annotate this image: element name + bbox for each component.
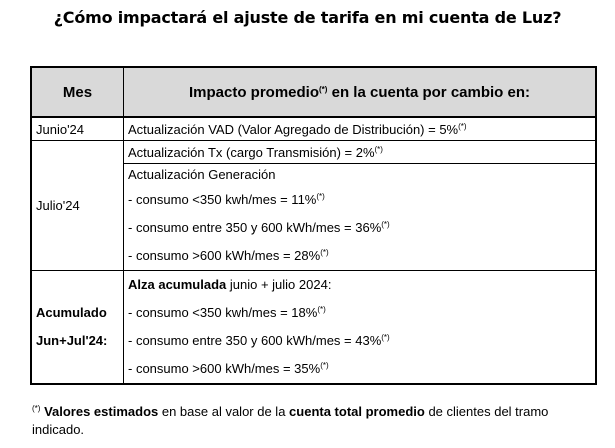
footnote-bold-1: Valores estimados: [40, 404, 159, 419]
header-footnote-marker: (*): [319, 84, 328, 94]
junio-vad-text: Actualización VAD (Valor Agregado de Dis…: [123, 116, 597, 141]
mes-julio: Julio'24: [30, 140, 124, 271]
list-item: - consumo >600 kWh/mes = 28%(*): [128, 242, 594, 270]
list-item: - consumo entre 350 y 600 kWh/mes = 36%(…: [128, 214, 594, 242]
acumulado-cell: Alza acumulada junio + julio 2024: - con…: [123, 270, 597, 385]
list-item: - consumo entre 350 y 600 kWh/mes = 43%(…: [128, 327, 594, 355]
acumulado-line-3: - consumo >600 kWh/mes = 35%: [128, 361, 321, 376]
footnote-text-1: en base al valor de la: [158, 404, 290, 419]
table-row-julio-gen: Actualización Generación - consumo <350 …: [31, 163, 597, 271]
header-impacto-prefix: Impacto promedio: [188, 83, 319, 101]
julio-line-1: - consumo <350 kwh/mes = 11%: [128, 192, 317, 207]
julio-tx-text: Actualización Tx (cargo Transmisión) = 2…: [123, 140, 597, 164]
mes-junio: Junio'24: [30, 116, 124, 141]
mes-acumulado: Acumulado Jun+Jul'24:: [30, 270, 124, 385]
footnote-marker: (*): [320, 361, 329, 370]
acumulado-label-line2: Jun+Jul'24:: [36, 333, 108, 348]
julio-gen-title: Actualización Generación: [128, 167, 276, 182]
table-row-acumulado: Acumulado Jun+Jul'24: Alza acumulada jun…: [30, 270, 597, 385]
footnote-marker: (*): [316, 192, 325, 201]
list-item: - consumo <350 kwh/mes = 11%(*): [128, 186, 594, 214]
footnote-marker: (*): [381, 333, 390, 342]
footnote: (*) Valores estimados en base al valor d…: [32, 403, 592, 439]
julio-generacion-cell: Actualización Generación - consumo <350 …: [123, 163, 597, 271]
footnote-marker: (*): [458, 121, 467, 131]
julio-line-2: - consumo entre 350 y 600 kWh/mes = 36%: [128, 220, 382, 235]
list-item: - consumo <350 kwh/mes = 18%(*): [128, 299, 594, 327]
footnote-marker: (*): [374, 144, 383, 154]
header-mes: Mes: [30, 66, 124, 118]
footnote-text-2: de clientes del tramo indicado.: [32, 404, 549, 437]
julio-tx-label: Actualización Tx (cargo Transmisión) = 2…: [128, 144, 375, 160]
table-header-row: Mes Impacto promedio(*) en la cuenta por…: [30, 66, 597, 118]
acumulado-line-1: - consumo <350 kwh/mes = 18%: [128, 305, 318, 320]
header-impacto-suffix: en la cuenta por cambio en:: [327, 83, 530, 101]
julio-line-3: - consumo >600 kWh/mes = 28%: [128, 248, 321, 263]
footnote-marker: (*): [381, 220, 390, 229]
acumulado-label-line1: Acumulado: [36, 305, 107, 320]
footnote-bold-2: cuenta total promedio: [289, 404, 425, 419]
junio-vad-label: Actualización VAD (Valor Agregado de Dis…: [128, 121, 459, 137]
acumulado-title-bold: Alza acumulada: [128, 277, 227, 292]
tariff-impact-table: Mes Impacto promedio(*) en la cuenta por…: [30, 66, 597, 385]
acumulado-title: Alza acumulada junio + julio 2024:: [128, 271, 594, 299]
acumulado-title-rest: junio + julio 2024:: [226, 277, 332, 292]
footnote-marker: (*): [320, 248, 329, 257]
page-title: ¿Cómo impactará el ajuste de tarifa en m…: [53, 8, 562, 27]
footnote-marker: (*): [317, 305, 326, 314]
footnote-marker: (*): [32, 404, 41, 413]
acumulado-line-2: - consumo entre 350 y 600 kWh/mes = 43%: [128, 333, 382, 348]
table-row-julio-tx: Julio'24 Actualización Tx (cargo Transmi…: [30, 140, 597, 271]
header-impacto: Impacto promedio(*) en la cuenta por cam…: [123, 66, 597, 118]
table-row-junio: Junio'24 Actualización VAD (Valor Agrega…: [30, 116, 597, 141]
list-item: - consumo >600 kWh/mes = 35%(*): [128, 355, 594, 382]
